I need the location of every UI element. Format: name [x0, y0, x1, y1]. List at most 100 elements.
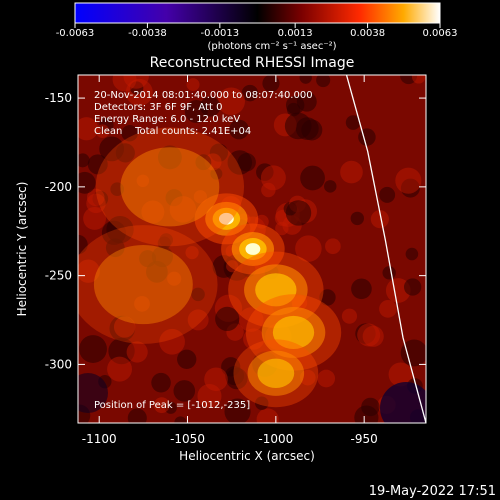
image-texture [411, 75, 426, 84]
image-texture [300, 165, 325, 191]
image-texture [227, 150, 253, 175]
image-texture [324, 180, 337, 193]
image-texture [382, 266, 396, 280]
image-texture [86, 193, 106, 214]
image-texture [405, 247, 419, 261]
image-texture [78, 259, 100, 283]
y-tick-label: -200 [45, 180, 72, 194]
image-texture [341, 308, 358, 324]
image-texture [151, 372, 171, 393]
image-texture [110, 182, 125, 197]
x-tick-label: -1000 [258, 432, 293, 446]
image-texture [141, 200, 165, 224]
image-texture [400, 339, 426, 367]
x-axis-ticks: -1100 -1050 -1000 -950 [82, 75, 378, 446]
emission-source [272, 315, 315, 349]
colorbar-tick-label: -0.0013 [201, 28, 240, 39]
image-texture [95, 124, 110, 138]
image-texture [256, 163, 274, 181]
image-texture [317, 369, 336, 388]
colorbar-ticks: -0.0063 -0.0038 -0.0013 0.0013 0.0038 0.0063 [56, 23, 458, 39]
emission-source [255, 273, 297, 307]
image-texture [78, 171, 96, 194]
colorbar-tick-label: 0.0063 [423, 28, 458, 39]
image-texture [224, 398, 251, 423]
emission-source [257, 358, 295, 388]
image-texture [261, 182, 276, 198]
image-texture [243, 328, 265, 350]
image-texture [99, 117, 114, 133]
image-texture [174, 416, 187, 423]
image-texture [187, 309, 209, 331]
image-texture [78, 117, 99, 141]
image-texture [87, 154, 108, 175]
image-texture [78, 234, 88, 255]
image-texture [370, 210, 389, 229]
image-texture [325, 238, 341, 255]
image-texture [107, 356, 133, 382]
image-texture [167, 271, 182, 286]
y-tick-label: -150 [45, 91, 72, 105]
image-texture [101, 220, 126, 245]
image-texture [86, 188, 105, 207]
image-texture [340, 160, 363, 184]
image-texture [165, 189, 183, 207]
image-texture [361, 397, 380, 417]
image-texture [403, 278, 422, 296]
image-texture [316, 75, 331, 88]
annotation-time: 20-Nov-2014 08:01:40.000 to 08:07:40.000 [94, 90, 313, 101]
image-texture [241, 84, 259, 102]
image-texture [121, 125, 138, 142]
annotation-energy: Energy Range: 6.0 - 12.0 keV [94, 114, 240, 125]
image-texture [164, 401, 177, 414]
image-texture [350, 211, 365, 226]
colorbar-tick-label: -0.0063 [56, 28, 95, 39]
image-texture [130, 81, 144, 95]
image-texture [299, 75, 312, 84]
image-texture [357, 323, 381, 347]
colorbar [74, 2, 441, 24]
image-texture [262, 75, 280, 92]
image-texture [99, 136, 125, 162]
image-texture [209, 143, 229, 162]
image-texture [157, 236, 171, 250]
emission-source [78, 225, 218, 344]
image-texture [136, 174, 150, 188]
image-texture [358, 128, 376, 146]
image-texture [78, 373, 108, 413]
image-texture [197, 383, 222, 409]
image-texture [145, 260, 168, 283]
colorbar-tick-label: -0.0038 [128, 28, 167, 39]
image-texture [225, 366, 245, 386]
emission-source [245, 243, 261, 255]
image-texture [153, 397, 170, 414]
image-texture [238, 307, 264, 332]
image-texture [173, 380, 196, 402]
image-texture [134, 295, 150, 312]
image-texture [260, 165, 286, 191]
image-texture [109, 315, 136, 342]
image-texture [113, 316, 136, 338]
image-texture [157, 145, 182, 170]
image-texture [362, 325, 384, 347]
image-texture [285, 200, 312, 226]
emission-source [120, 147, 220, 227]
image-texture [284, 112, 312, 140]
image-texture [229, 119, 249, 140]
image-texture [79, 335, 107, 363]
image-texture [380, 382, 426, 423]
image-texture [217, 87, 245, 116]
y-axis-label: Heliocentric Y (arcsec) [15, 182, 29, 317]
image-texture [400, 178, 420, 198]
colorbar-tick-label: 0.0013 [278, 28, 313, 39]
image-texture [395, 167, 422, 194]
image-texture [388, 362, 413, 387]
x-tick-label: -1050 [170, 432, 205, 446]
colorbar-units: (photons cm⁻² s⁻¹ asec⁻²) [207, 41, 336, 52]
x-axis-label: Heliocentric X (arcsec) [179, 449, 315, 463]
image-texture [92, 190, 109, 207]
image-texture [193, 190, 208, 204]
image-texture [255, 396, 269, 410]
image-texture [169, 196, 197, 223]
